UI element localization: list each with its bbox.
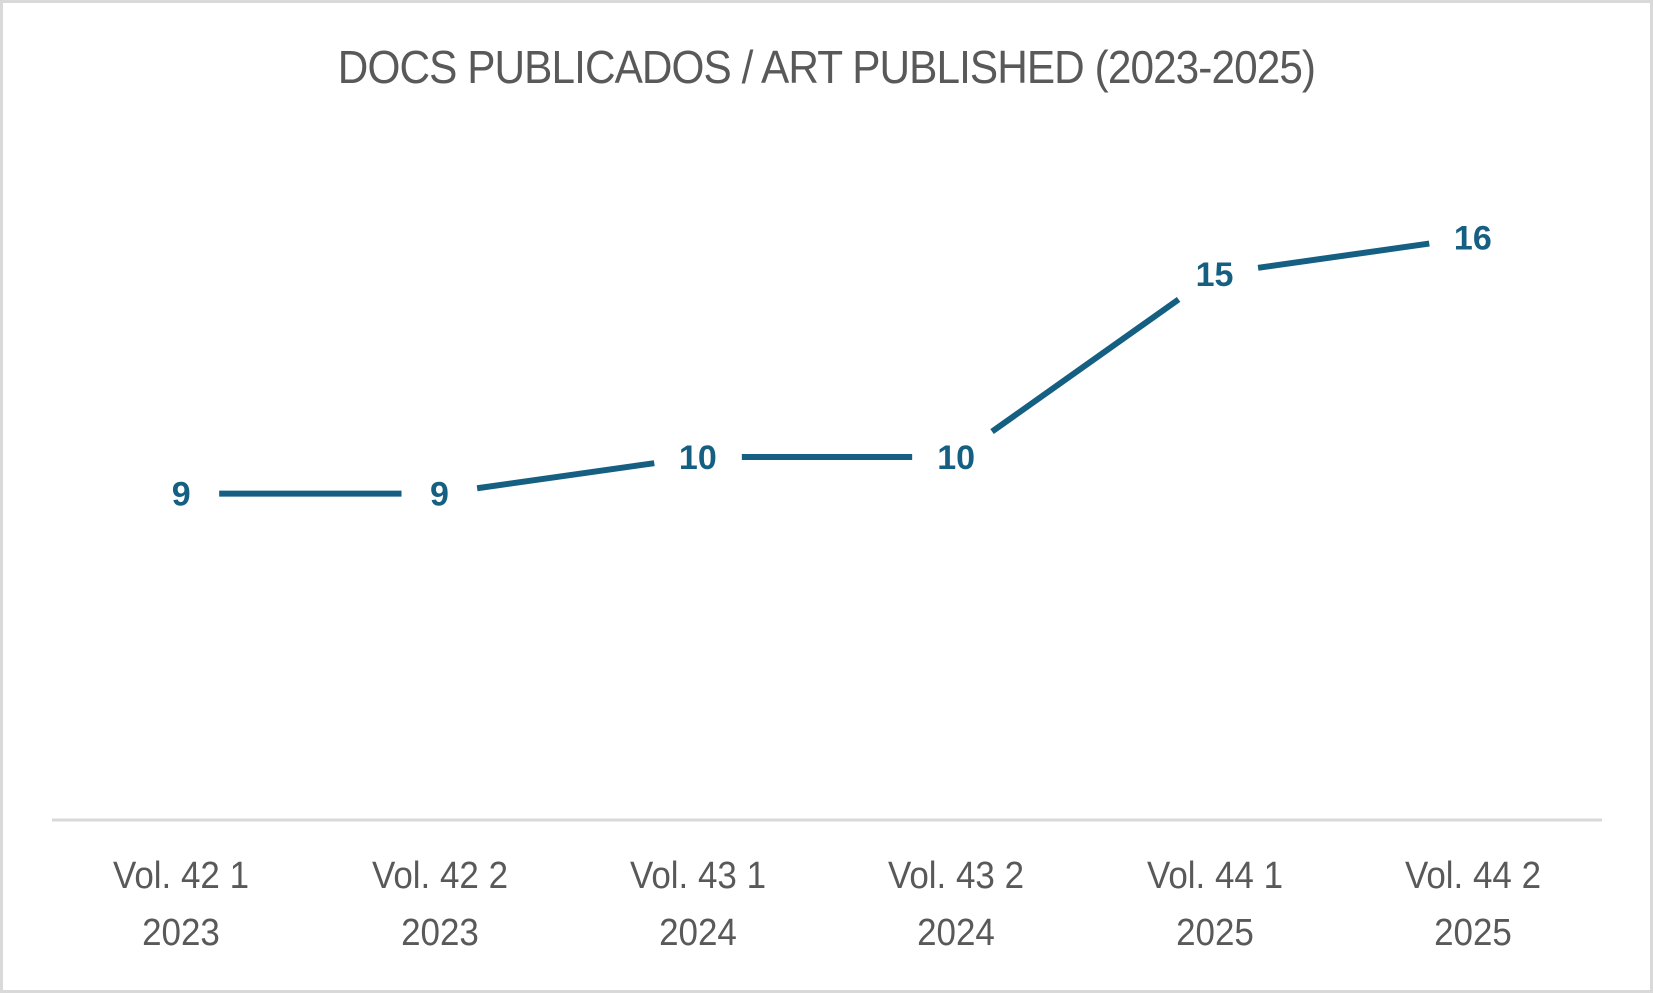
data-label: 9	[172, 476, 191, 514]
data-label: 10	[937, 439, 975, 477]
x-axis-label: Vol. 42 1 2023	[113, 855, 250, 954]
series-segment	[1257, 240, 1430, 271]
x-axis-label: Vol. 44 2 2025	[1404, 855, 1541, 954]
series-line	[219, 240, 1430, 497]
chart-title: DOCS PUBLICADOS / ART PUBLISHED (2023-20…	[337, 41, 1316, 93]
x-axis-label: Vol. 43 1 2024	[629, 855, 766, 954]
x-axis-label: Vol. 43 2 2024	[888, 855, 1025, 954]
data-label: 16	[1454, 219, 1492, 257]
data-label: 15	[1196, 256, 1234, 294]
data-label: 9	[430, 476, 449, 514]
series-segment	[476, 460, 655, 492]
series-segment	[990, 296, 1181, 435]
x-axis-label: Vol. 42 2 2023	[371, 855, 508, 954]
data-label: 10	[679, 439, 717, 477]
data-labels: 9 9 10 10 15 16	[172, 219, 1492, 513]
x-axis-label: Vol. 44 1 2025	[1146, 855, 1283, 954]
